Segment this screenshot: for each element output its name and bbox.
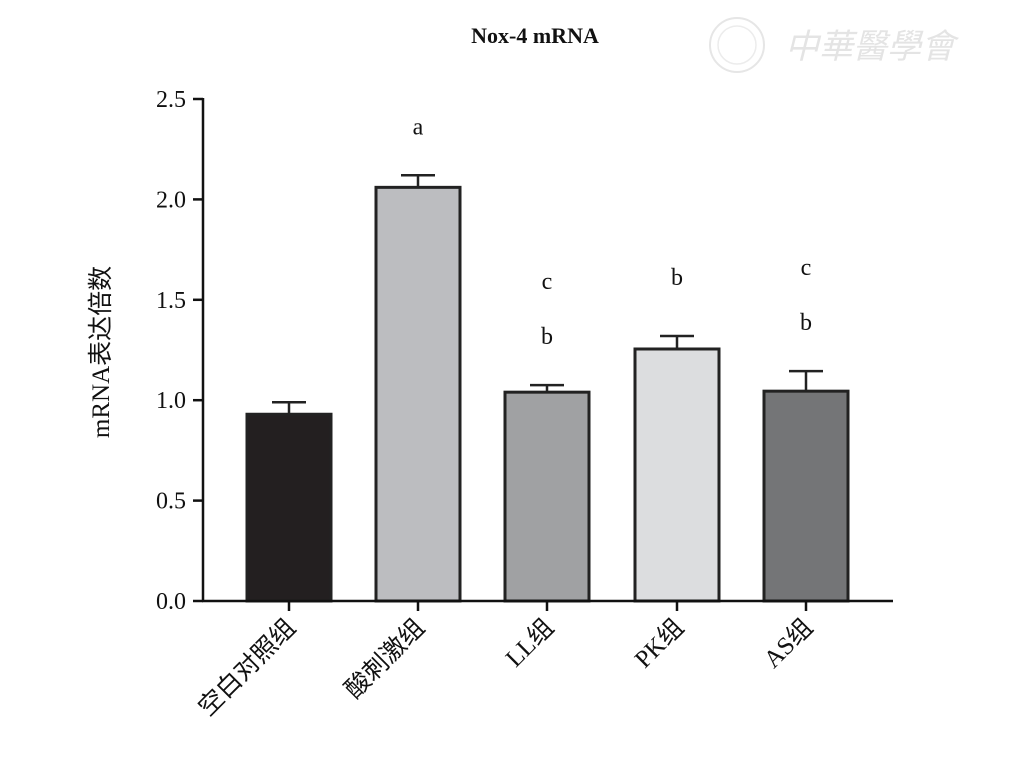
y-axis-label: mRNA表达倍数 (87, 266, 115, 438)
y-tick-label: 2.5 (156, 87, 186, 113)
x-tick-label: LL组 (500, 613, 559, 672)
bar (762, 389, 850, 603)
y-tick-label: 1.0 (156, 388, 186, 414)
x-tick-label: PK组 (629, 613, 689, 673)
x-tick-label: 空白对照组 (193, 613, 301, 721)
y-tick-label: 0.5 (156, 489, 186, 515)
watermark: 中華醫學會 (709, 17, 960, 73)
y-tick-label: 2.0 (156, 187, 186, 213)
bar (374, 185, 462, 603)
significance-label: a (413, 114, 424, 140)
significance-label: c (801, 255, 812, 281)
bar (245, 412, 333, 603)
chart-title: Nox-4 mRNA (471, 23, 599, 48)
significance-label: b (541, 324, 553, 350)
x-tick-label: AS组 (758, 613, 818, 673)
x-tick-label: 酸刺激组 (340, 613, 431, 704)
y-tick-label: 1.5 (156, 288, 186, 314)
y-tick-label: 0.0 (156, 589, 186, 615)
bar (503, 390, 591, 603)
svg-text:中華醫學會: 中華醫學會 (785, 29, 960, 66)
significance-label: b (800, 310, 812, 336)
bar (633, 347, 721, 603)
significance-label: c (542, 269, 553, 295)
significance-label: b (671, 265, 683, 291)
